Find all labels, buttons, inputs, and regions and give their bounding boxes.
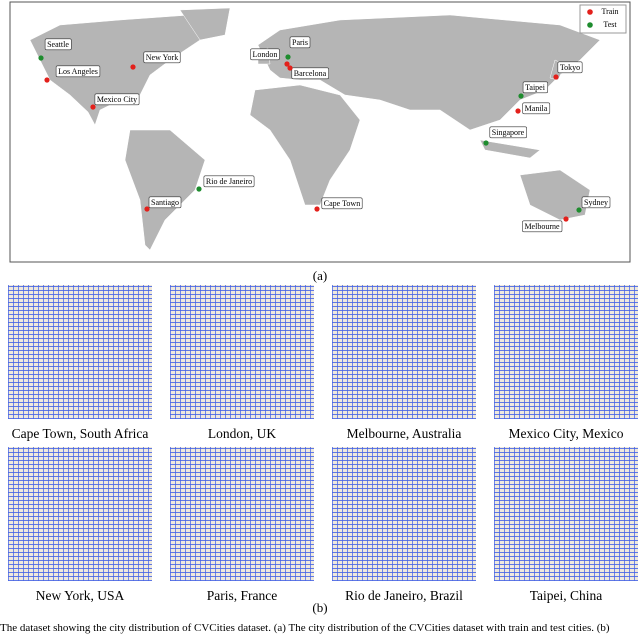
city-label-box: [581, 196, 611, 209]
legend-marker: [587, 22, 593, 28]
city-label-box: [522, 102, 551, 115]
city-label: Tokyo: [560, 63, 580, 72]
city-marker: [144, 206, 150, 212]
city-label-box: [321, 197, 363, 210]
city-map-image: [332, 285, 476, 419]
continents: [29, 7, 601, 251]
city-map-image: [8, 285, 152, 419]
city-label-box: [522, 81, 549, 94]
city-label: Seattle: [47, 40, 69, 49]
city-marker: [284, 61, 290, 67]
city-marker: [518, 93, 524, 99]
city-marker: [44, 77, 50, 83]
panel-label: Mexico City, Mexico: [508, 426, 624, 441]
subcaption: (b): [312, 600, 328, 615]
legend-box: [579, 4, 627, 34]
city-label-box: [557, 61, 583, 74]
world-map: Train Los Angeles New York Mexico City Santi…: [9, 1, 631, 263]
city-marker: [576, 207, 582, 213]
city-label-box: [44, 38, 72, 51]
city-map-image: [170, 447, 314, 581]
city-map-image: [494, 285, 638, 419]
city-label: Cape Town: [324, 199, 360, 208]
city-map-image: [332, 447, 476, 581]
city-label: New York: [146, 53, 178, 62]
city-label: Mexico City: [97, 95, 137, 104]
city-marker: [130, 64, 136, 70]
city-marker: [515, 108, 521, 114]
city-label-box: [148, 196, 182, 209]
panel-label: New York, USA: [35, 588, 125, 603]
city-label: Taipei: [525, 83, 546, 92]
legend-label: Train: [601, 7, 618, 16]
city-marker: [314, 206, 320, 212]
city-marker: [287, 65, 293, 71]
city-marker: [285, 54, 291, 60]
city-label: Melbourne: [524, 222, 560, 231]
city-label: Rio de Janeiro: [206, 177, 252, 186]
city-map-image: [170, 285, 314, 419]
legend-marker: [587, 9, 593, 15]
city-label-box: [289, 36, 311, 49]
city-label-box: [489, 126, 527, 139]
city-label: Singapore: [492, 128, 525, 137]
city-marker: [483, 140, 489, 146]
city-marker: [196, 186, 202, 192]
city-label-box: [522, 220, 563, 233]
city-marker: [563, 216, 569, 222]
city-label: Manila: [525, 104, 548, 113]
city-label-box: [94, 93, 140, 106]
city-label-box: [143, 51, 181, 64]
subcaption: (a): [312, 268, 328, 283]
panel-label: Cape Town, South Africa: [11, 426, 149, 441]
city-marker: [553, 74, 559, 80]
city-label-box: [203, 175, 255, 188]
panel-label: London, UK: [207, 426, 277, 441]
panel-label: Melbourne, Australia: [346, 426, 462, 441]
city-map-image: [8, 447, 152, 581]
city-label-box: [250, 48, 280, 61]
legend-label: Test: [603, 20, 617, 29]
city-map-image: [494, 447, 638, 581]
city-label-box: [291, 67, 329, 80]
city-label: Santiago: [151, 198, 179, 207]
city-label: Barcelona: [294, 69, 327, 78]
city-label: Sydney: [584, 198, 608, 207]
panel-label: Taipei, China: [529, 588, 603, 603]
panel-label: Rio de Janeiro, Brazil: [345, 588, 463, 603]
city-label: London: [253, 50, 278, 59]
city-marker: [90, 104, 96, 110]
panel-label: Paris, France: [206, 588, 278, 603]
figure-caption: The dataset showing the city distributio…: [0, 622, 610, 634]
city-label-box: [55, 65, 101, 78]
city-marker: [38, 55, 44, 61]
city-label: Paris: [292, 38, 308, 47]
city-label: Los Angeles: [58, 67, 98, 76]
